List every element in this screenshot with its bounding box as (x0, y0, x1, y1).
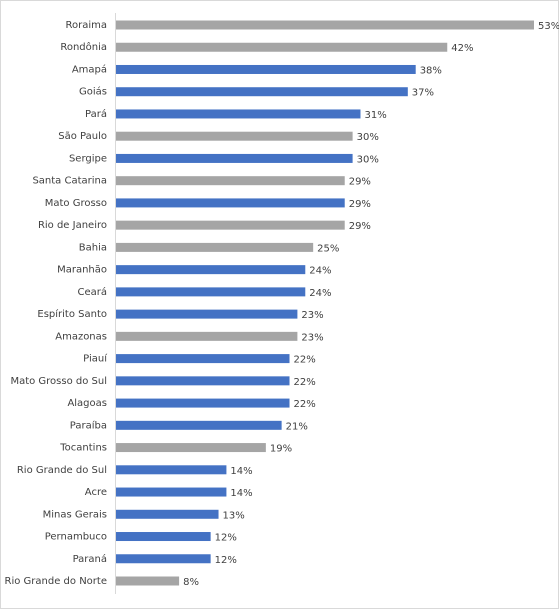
y-tick-label: Rio de Janeiro (38, 220, 107, 231)
bar (116, 42, 448, 52)
y-tick-label: Sergipe (69, 153, 107, 164)
bar (116, 398, 290, 408)
value-label: 13% (223, 510, 245, 521)
y-tick-label: Piauí (83, 353, 108, 365)
value-label: 14% (230, 466, 252, 477)
y-tick-label: Amazonas (55, 331, 107, 342)
value-label: 23% (301, 332, 323, 343)
y-tick-label: Paraíba (70, 419, 107, 431)
y-tick-label: Ceará (77, 286, 107, 298)
bar (116, 532, 211, 542)
bar (116, 265, 306, 275)
value-label: 31% (364, 110, 386, 121)
value-label: 22% (294, 377, 316, 388)
value-label: 12% (215, 533, 237, 544)
bar (116, 354, 290, 364)
value-label: 29% (349, 199, 371, 210)
value-label: 8% (183, 577, 199, 588)
y-tick-label: Goiás (79, 86, 107, 98)
bar (116, 443, 266, 453)
value-label: 21% (286, 421, 308, 432)
bar (116, 420, 282, 430)
bar (116, 554, 211, 564)
bar (116, 465, 227, 475)
value-label: 37% (412, 88, 434, 99)
value-label: 53% (538, 21, 559, 32)
y-tick-label: Acre (85, 487, 107, 498)
bar (116, 331, 298, 341)
value-label: 30% (357, 132, 379, 143)
value-label: 22% (294, 399, 316, 410)
bar (116, 64, 416, 74)
y-tick-label: Mato Grosso (45, 198, 107, 209)
bar (116, 20, 534, 30)
bar (116, 242, 314, 252)
bar (116, 131, 353, 141)
value-label: 42% (451, 43, 473, 54)
value-label: 30% (357, 154, 379, 165)
bar (116, 309, 298, 319)
y-tick-label: Maranhão (57, 265, 107, 276)
bar (116, 220, 345, 230)
value-label: 29% (349, 221, 371, 232)
y-tick-label: Pernambuco (45, 532, 107, 543)
y-tick-label: Rondônia (60, 41, 107, 53)
bar (116, 509, 219, 519)
bar (116, 287, 306, 297)
bar (116, 576, 180, 586)
y-tick-label: Alagoas (67, 398, 107, 409)
y-tick-label: Bahia (79, 242, 107, 253)
value-label: 23% (301, 310, 323, 321)
y-tick-label: São Paulo (58, 131, 107, 142)
bar (116, 487, 227, 497)
bar (116, 376, 290, 386)
bar (116, 153, 353, 163)
value-label: 24% (309, 288, 331, 299)
y-tick-label: Rio Grande do Sul (17, 465, 107, 476)
y-tick-label: Tocantins (59, 443, 107, 454)
value-label: 38% (420, 65, 442, 76)
y-tick-label: Rio Grande do Norte (5, 576, 107, 587)
bar (116, 198, 345, 208)
y-tick-label: Minas Gerais (43, 509, 107, 520)
y-tick-label: Amapá (72, 63, 107, 75)
y-tick-label: Espírito Santo (37, 308, 107, 320)
y-tick-label: Roraima (65, 20, 107, 31)
bar (116, 176, 345, 186)
value-label: 25% (317, 243, 339, 254)
value-label: 29% (349, 177, 371, 188)
y-tick-label: Santa Catarina (32, 176, 107, 187)
value-label: 22% (294, 355, 316, 366)
value-label: 24% (309, 266, 331, 277)
y-tick-label: Paraná (73, 553, 107, 565)
y-tick-label: Pará (85, 108, 107, 120)
value-label: 14% (230, 488, 252, 499)
bar (116, 109, 361, 119)
value-label: 12% (215, 555, 237, 566)
bar (116, 87, 408, 97)
y-tick-label: Mato Grosso do Sul (10, 376, 107, 387)
value-label: 19% (270, 444, 292, 455)
